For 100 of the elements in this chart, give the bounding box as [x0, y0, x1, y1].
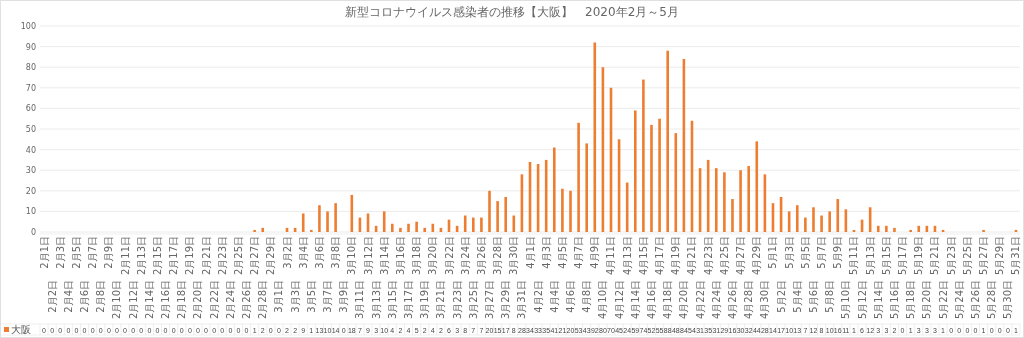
x-tick-label: 3月16日	[394, 236, 406, 276]
x-tick-label: 4月8日	[581, 280, 593, 313]
bar	[415, 221, 418, 232]
x-tick-label: 2月14日	[143, 280, 155, 320]
x-tick-label: 2月4日	[62, 280, 74, 313]
x-tick-label: 5月17日	[897, 236, 909, 276]
bar	[893, 227, 896, 232]
x-tick-label: 2月24日	[224, 280, 236, 320]
bar	[820, 215, 823, 232]
x-tick-label: 2月10日	[111, 280, 123, 320]
x-tick-label: 4月26日	[726, 280, 738, 320]
bar	[261, 227, 265, 232]
bar	[642, 79, 645, 232]
bar	[885, 225, 888, 232]
bar	[391, 223, 394, 232]
x-tick-label: 2月16日	[160, 280, 172, 320]
y-tick-label: 10	[25, 207, 36, 217]
x-tick-label: 5月24日	[953, 280, 965, 320]
bar	[472, 217, 475, 232]
x-tick-label: 2月18日	[176, 280, 188, 320]
chart-title: 新型コロナウイルス感染者の推移【大阪】 2020年2月～5月	[345, 5, 679, 19]
x-tick-label: 2月19日	[184, 236, 196, 276]
y-tick-label: 0	[30, 228, 36, 237]
x-tick-label: 3月3日	[289, 280, 301, 313]
x-tick-label: 5月25日	[961, 236, 973, 276]
y-tick-label: 60	[25, 104, 36, 114]
y-tick-label: 80	[25, 63, 36, 73]
x-tick-label: 4月12日	[613, 280, 625, 320]
x-tick-label: 5月22日	[937, 280, 949, 320]
x-tick-label: 4月21日	[686, 236, 698, 276]
x-tick-label: 4月5日	[556, 236, 568, 269]
x-tick-label: 3月12日	[362, 236, 374, 276]
x-tick-label: 2月15日	[151, 236, 163, 276]
x-tick-label: 4月15日	[637, 236, 649, 276]
x-tick-label: 2月11日	[119, 236, 131, 276]
x-tick-label: 5月30日	[1002, 280, 1014, 320]
x-tick-label: 5月27日	[978, 236, 990, 276]
x-tick-label: 5月8日	[824, 280, 836, 313]
bar	[577, 122, 580, 232]
y-tick-label: 30	[25, 166, 36, 176]
x-tick-label: 3月26日	[475, 236, 487, 276]
y-tick-label: 40	[25, 145, 36, 155]
x-tick-label: 4月16日	[645, 280, 657, 320]
x-tick-label: 3月22日	[443, 236, 455, 276]
bar	[650, 124, 653, 232]
bar	[585, 143, 588, 232]
x-tick-label: 2月23日	[216, 236, 228, 276]
x-tick-label: 4月22日	[694, 280, 706, 320]
bar	[553, 147, 556, 232]
bar	[804, 217, 807, 232]
x-tick-label: 4月7日	[573, 236, 585, 269]
x-tick-label: 4月30日	[759, 280, 771, 320]
bar	[496, 201, 499, 232]
x-tick-label: 4月17日	[654, 236, 666, 276]
x-tick-label: 5月9日	[832, 236, 844, 269]
x-tick-label: 3月18日	[411, 236, 423, 276]
bar	[836, 199, 840, 232]
bar	[723, 172, 726, 232]
x-tick-label: 5月13日	[864, 236, 876, 276]
x-tick-label: 4月9日	[589, 236, 601, 269]
x-tick-label: 2月5日	[70, 236, 82, 269]
bar	[382, 211, 386, 232]
x-tick-label: 3月27日	[484, 280, 495, 320]
x-tick-label: 2月17日	[168, 236, 180, 276]
bar	[795, 205, 799, 232]
x-tick-label: 3月2日	[281, 236, 293, 269]
x-tick-label: 3月14日	[378, 236, 390, 276]
x-tick-label: 4月14日	[629, 280, 641, 320]
x-tick-label: 3月19日	[419, 280, 431, 320]
bar	[747, 166, 750, 232]
x-tick-label: 3月29日	[500, 280, 512, 320]
x-tick-label: 5月23日	[945, 236, 957, 276]
x-tick-label: 3月13日	[370, 280, 382, 320]
bar	[399, 227, 402, 232]
bar	[561, 188, 564, 232]
x-tick-label: 3月7日	[322, 280, 334, 313]
bar	[714, 168, 718, 232]
bar	[504, 196, 507, 232]
bar	[463, 215, 467, 232]
x-tick-label: 2月21日	[200, 236, 212, 276]
x-tick-label: 3月9日	[338, 280, 350, 313]
y-tick-label: 50	[25, 125, 36, 134]
x-tick-label: 5月18日	[905, 280, 917, 320]
x-tick-label: 5月3日	[783, 236, 795, 269]
x-tick-label: 2月1日	[38, 236, 50, 269]
x-tick-label: 2月26日	[241, 280, 253, 320]
x-tick-label: 5月15日	[880, 236, 892, 276]
x-tick-label: 5月7日	[816, 236, 828, 269]
x-tick-label: 4月3日	[540, 236, 552, 269]
bar	[301, 213, 305, 232]
x-tick-label: 5月4日	[791, 280, 803, 313]
x-tick-label: 3月8日	[330, 236, 342, 269]
legend-label: 大阪	[11, 324, 31, 335]
x-tick-label: 5月6日	[807, 280, 819, 313]
x-tick-label: 3月28日	[492, 236, 504, 276]
x-tick-label: 5月29日	[994, 236, 1006, 276]
x-tick-label: 4月23日	[702, 236, 714, 276]
bar	[731, 199, 734, 232]
x-tick-label: 4月6日	[565, 280, 576, 313]
bar	[318, 205, 321, 232]
